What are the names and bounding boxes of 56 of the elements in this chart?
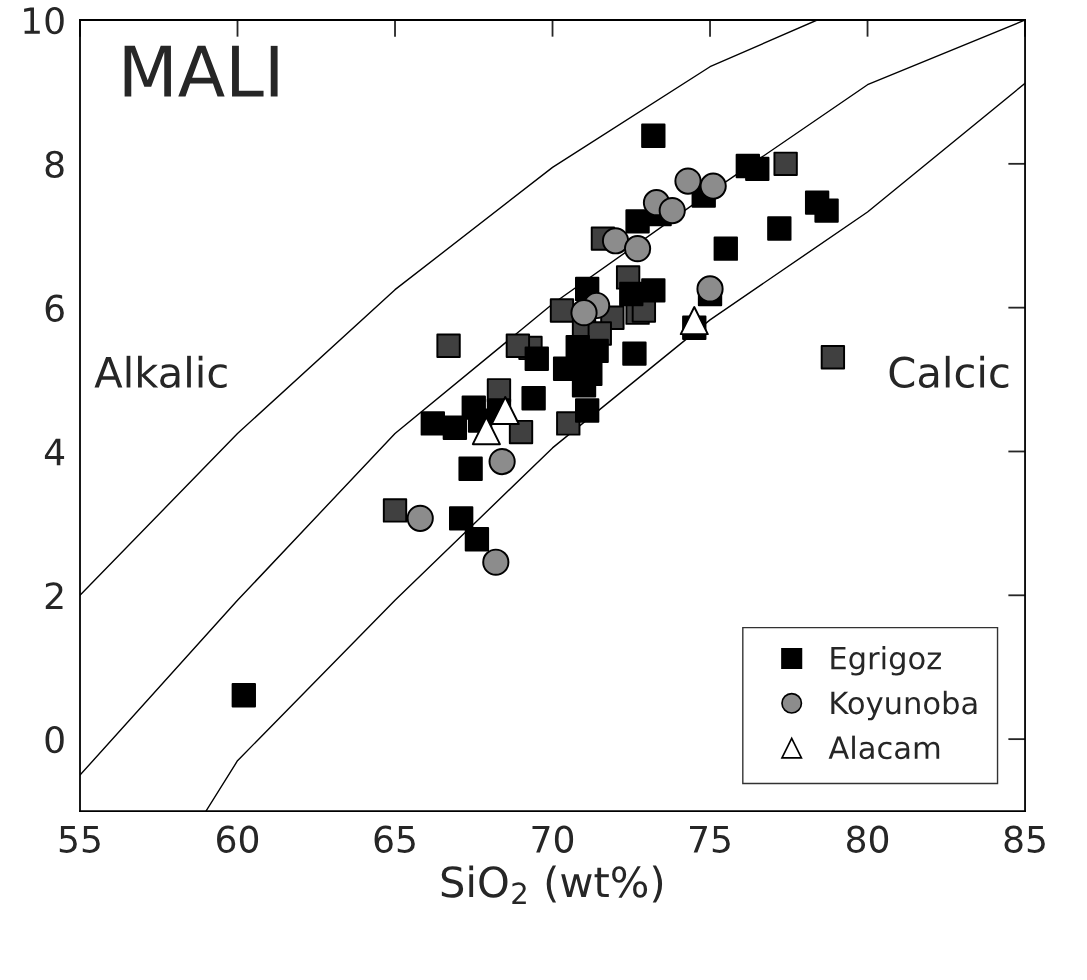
point — [814, 198, 839, 223]
point — [601, 227, 630, 255]
point — [406, 504, 434, 532]
x-tick-label: 75 — [690, 826, 730, 853]
point — [619, 281, 644, 307]
point — [658, 196, 686, 225]
x-tick-label: 85 — [1004, 825, 1045, 853]
y-tick-label: 6 — [45, 294, 64, 322]
x-tick-label: 55 — [59, 826, 100, 853]
legend-label: Koyunoba — [831, 690, 977, 721]
point — [674, 167, 702, 195]
point — [524, 346, 549, 371]
annotation: Alkalic — [94, 355, 227, 389]
legend-label: Egrigoz — [831, 645, 941, 676]
point — [713, 236, 738, 261]
x-tick-label: 70 — [532, 825, 574, 853]
point — [699, 172, 727, 200]
x-tick-label: 65 — [374, 825, 415, 853]
annotation: Calcic — [889, 355, 1009, 389]
point — [679, 306, 709, 336]
x-axis-title: SiO$_{2}$ (wt%) — [441, 865, 663, 904]
chart-title: MALI — [124, 45, 278, 97]
point — [490, 395, 520, 425]
point — [773, 151, 798, 176]
point — [623, 235, 652, 263]
point — [570, 299, 598, 327]
point — [436, 333, 461, 358]
x-tick-label: 80 — [847, 825, 889, 853]
point — [641, 123, 666, 148]
y-tick-label: 2 — [45, 582, 63, 610]
y-tick-label: 0 — [45, 726, 64, 754]
point — [696, 275, 724, 303]
point — [442, 415, 468, 440]
y-tick-label: 8 — [45, 150, 64, 179]
point — [820, 345, 846, 370]
point — [622, 341, 647, 366]
point — [767, 216, 792, 241]
point — [231, 683, 256, 708]
legend-label: Alacam — [828, 735, 940, 760]
point — [471, 416, 501, 446]
point — [458, 456, 483, 481]
point — [482, 548, 510, 576]
x-tick-label: 60 — [217, 825, 259, 853]
point — [745, 156, 770, 182]
point — [488, 447, 516, 476]
point — [575, 398, 600, 423]
point — [449, 506, 474, 531]
point — [464, 527, 490, 552]
point — [420, 411, 445, 436]
y-tick-label: 10 — [24, 6, 64, 35]
point — [549, 298, 575, 323]
point — [625, 209, 650, 234]
point — [521, 386, 546, 411]
y-tick-label: 4 — [44, 438, 65, 466]
point — [382, 498, 408, 523]
point — [641, 278, 666, 303]
